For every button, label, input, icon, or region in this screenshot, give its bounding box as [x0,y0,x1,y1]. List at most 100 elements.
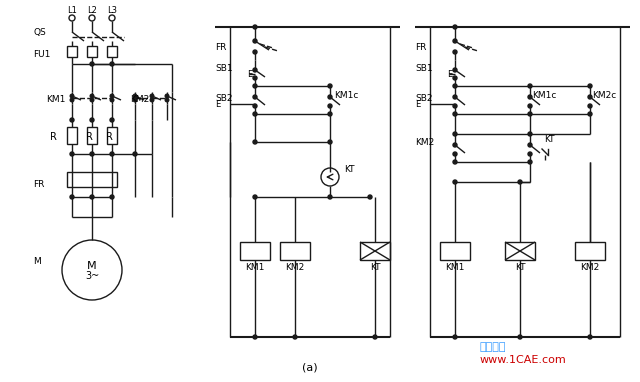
Circle shape [253,50,257,54]
Circle shape [453,76,457,80]
Circle shape [293,335,297,339]
Text: FR: FR [33,180,44,188]
Text: M: M [87,261,97,271]
Circle shape [253,68,257,72]
Circle shape [165,94,169,98]
Text: SB2: SB2 [215,94,232,102]
Text: E: E [215,99,220,108]
Circle shape [328,104,332,108]
Text: R: R [86,132,93,142]
Circle shape [70,195,74,199]
Circle shape [110,98,114,102]
Circle shape [70,98,74,102]
Circle shape [528,95,532,99]
Circle shape [150,94,154,98]
Text: SB2: SB2 [415,94,433,102]
Text: www.1CAE.com: www.1CAE.com [480,355,567,365]
Circle shape [253,335,257,339]
Circle shape [70,152,74,156]
Circle shape [453,50,457,54]
Text: R: R [50,132,57,142]
Bar [360,242,390,260]
Text: KM2c: KM2c [592,91,616,99]
Text: FR: FR [215,42,227,52]
Circle shape [253,39,257,43]
Text: QS: QS [33,28,45,37]
Text: KM2: KM2 [130,94,149,104]
Circle shape [328,140,332,144]
Circle shape [453,25,457,29]
Circle shape [328,95,332,99]
Circle shape [453,152,457,156]
Circle shape [518,180,522,184]
Circle shape [528,104,532,108]
Circle shape [453,180,457,184]
Circle shape [110,62,114,66]
Circle shape [528,152,532,156]
Bar [67,127,77,144]
Circle shape [253,112,257,116]
Circle shape [328,84,332,88]
Circle shape [150,98,154,102]
Circle shape [90,118,94,122]
Circle shape [109,15,115,21]
Bar [440,242,470,260]
Circle shape [518,335,522,339]
Circle shape [90,195,94,199]
Text: E: E [447,70,452,78]
Circle shape [133,152,137,156]
Circle shape [528,160,532,164]
Circle shape [453,160,457,164]
Text: KM1: KM1 [46,94,65,104]
Text: FR: FR [415,42,426,52]
Text: KM2: KM2 [415,138,435,147]
Text: L2: L2 [87,5,97,15]
Circle shape [588,95,592,99]
Text: KT: KT [370,264,380,272]
Circle shape [90,94,94,98]
Circle shape [253,84,257,88]
Circle shape [453,68,457,72]
Circle shape [328,195,332,199]
Text: E: E [247,70,252,78]
Text: (a): (a) [302,362,318,372]
Circle shape [588,104,592,108]
Circle shape [110,152,114,156]
Circle shape [453,104,457,108]
Bar [67,172,117,187]
Text: KM1c: KM1c [532,91,556,99]
Circle shape [588,112,592,116]
Circle shape [253,95,257,99]
Circle shape [90,62,94,66]
Circle shape [588,84,592,88]
Circle shape [368,195,372,199]
Circle shape [110,118,114,122]
Circle shape [453,84,457,88]
Circle shape [253,104,257,108]
Circle shape [70,94,74,98]
Circle shape [253,25,257,29]
Bar [575,242,605,260]
Circle shape [373,335,377,339]
Text: SB1: SB1 [215,63,232,73]
Bar [240,242,270,260]
Text: L3: L3 [107,5,117,15]
Circle shape [453,132,457,136]
Circle shape [69,15,75,21]
Bar [87,127,97,144]
Circle shape [453,112,457,116]
Bar [280,242,310,260]
Circle shape [253,76,257,80]
Circle shape [453,335,457,339]
Bar [67,46,77,57]
Text: KM2: KM2 [580,264,600,272]
Text: KM1: KM1 [445,264,465,272]
Circle shape [528,143,532,147]
Circle shape [528,112,532,116]
Circle shape [453,95,457,99]
Circle shape [165,98,169,102]
Bar [505,242,535,260]
Text: 3~: 3~ [85,271,99,281]
Text: 仿真在线: 仿真在线 [480,342,506,352]
Circle shape [89,15,95,21]
